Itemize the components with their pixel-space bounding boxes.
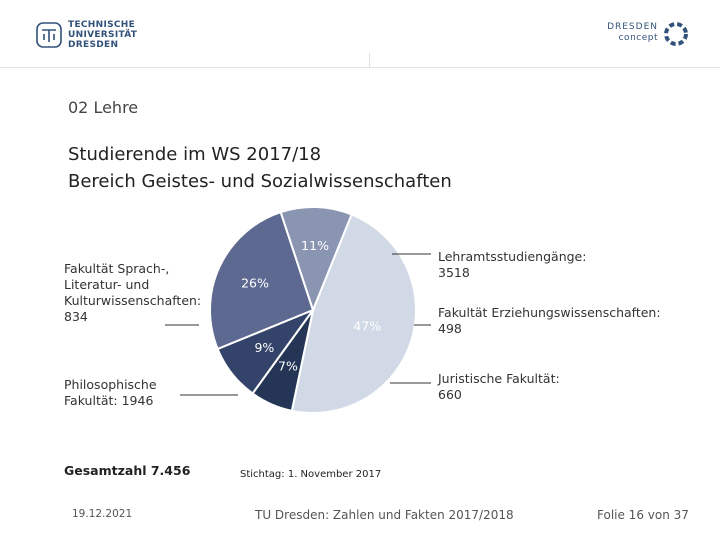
label-juristische-fakultaet: Juristische Fakultät: 660: [438, 371, 560, 402]
footer-title: TU Dresden: Zahlen und Fakten 2017/2018: [255, 508, 514, 522]
pie-percent-label-3: 9%: [254, 340, 274, 355]
header-divider-tick: [369, 53, 370, 67]
pie-slice-1: [290, 213, 417, 414]
footer-page-number: Folie 16 von 37: [597, 508, 689, 522]
footer-date: 19.12.2021: [72, 508, 133, 520]
pie-slice-5: [279, 206, 353, 313]
pie-percent-label-5: 11%: [301, 238, 329, 253]
label-sprach-literatur-kultur: Fakultät Sprach-, Literatur- und Kulturw…: [64, 261, 202, 324]
pie-percent-label-1: 47%: [353, 318, 381, 333]
slide-title-line2: Bereich Geistes- und Sozialwissenschafte…: [68, 171, 452, 192]
reference-date-note: Stichtag: 1. November 2017: [240, 469, 382, 480]
dresden-concept-wordmark: DRESDEN concept: [607, 22, 658, 43]
label-philosophische-fakultaet: Philosophische Fakultät: 1946: [64, 377, 157, 408]
slide-title: Studierende im WS 2017/18 Bereich Geiste…: [68, 141, 452, 195]
section-label: 02 Lehre: [68, 98, 139, 117]
tu-dresden-logo: TECHNISCHE UNIVERSITÄT DRESDEN: [36, 18, 146, 52]
dresden-concept-logo: DRESDEN concept: [600, 18, 690, 52]
dresden-concept-emblem-icon: [664, 22, 688, 46]
label-lehramtsstudiengaenge: Lehramtsstudiengänge: 3518: [438, 249, 587, 280]
total-count: Gesamtzahl 7.456: [64, 463, 191, 478]
pie-percent-label-2: 7%: [278, 359, 298, 374]
label-erziehungswissenschaften: Fakultät Erziehungswissenschaften: 498: [438, 305, 661, 336]
pie-slice-4: [209, 210, 315, 351]
header-divider: [0, 67, 720, 68]
slide-title-line1: Studierende im WS 2017/18: [68, 144, 322, 165]
tu-dresden-emblem-icon: [36, 22, 62, 48]
pie-percent-label-4: 26%: [241, 275, 269, 290]
tu-dresden-wordmark: TECHNISCHE UNIVERSITÄT DRESDEN: [68, 20, 138, 50]
